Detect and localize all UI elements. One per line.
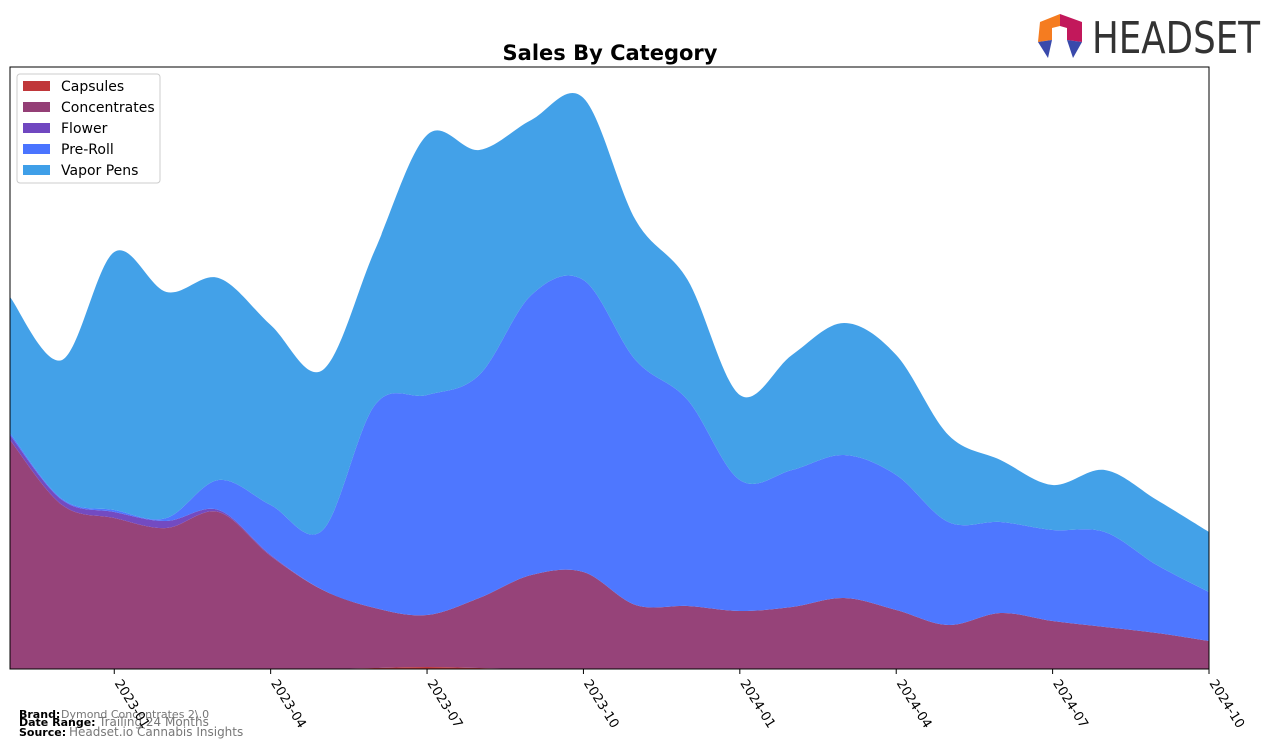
legend-label: Pre-Roll xyxy=(61,142,114,158)
x-tick-label: 2024-01 xyxy=(736,677,778,731)
logo-mark xyxy=(1060,14,1082,42)
x-tick-label: 2024-10 xyxy=(1206,677,1248,731)
legend-label: Capsules xyxy=(61,79,124,95)
x-tick-label: 2024-04 xyxy=(893,677,935,731)
area xyxy=(10,93,1209,593)
logo-mark xyxy=(1038,40,1052,58)
logo: HEADSET xyxy=(1038,13,1260,64)
plot-frame xyxy=(9,66,1210,670)
legend-swatch xyxy=(23,123,50,133)
footer-label: Source: xyxy=(19,726,66,739)
plot xyxy=(10,93,1209,670)
chart-title: Sales By Category xyxy=(503,41,718,65)
legend-box xyxy=(16,73,161,184)
legend-label: Flower xyxy=(61,121,108,137)
footer-value: Dymond Concentrates 2\.0 xyxy=(61,708,209,721)
footer-label: Brand: xyxy=(19,708,60,721)
logo-mark xyxy=(1067,40,1082,58)
footer-value: Trailing 24 Months xyxy=(98,715,209,729)
legend-label: Vapor Pens xyxy=(61,163,138,179)
x-tick-label: 2023-04 xyxy=(267,677,309,731)
legend-swatch xyxy=(23,81,50,91)
x-tick-label: 2023-07 xyxy=(424,677,466,731)
area xyxy=(10,440,1209,670)
footer-value: Headset.io Cannabis Insights xyxy=(69,725,243,739)
legend: Capsules Concentrates Flower Pre-Roll Vapor … xyxy=(16,73,161,184)
legend-swatch xyxy=(23,102,50,112)
footer-label: Date Range: xyxy=(19,716,96,729)
x-tick-label: 2023-10 xyxy=(580,677,622,731)
footer: Brand: Dymond Concentrates 2\.0 Date Ran… xyxy=(19,708,243,739)
logo-mark xyxy=(1038,14,1060,42)
x-tick-label: 2024-07 xyxy=(1049,677,1091,731)
legend-swatch xyxy=(23,165,50,175)
legend-label: Concentrates xyxy=(61,100,155,116)
logo-text: HEADSET xyxy=(1092,13,1260,64)
legend-swatch xyxy=(23,144,50,154)
area xyxy=(10,275,1209,641)
